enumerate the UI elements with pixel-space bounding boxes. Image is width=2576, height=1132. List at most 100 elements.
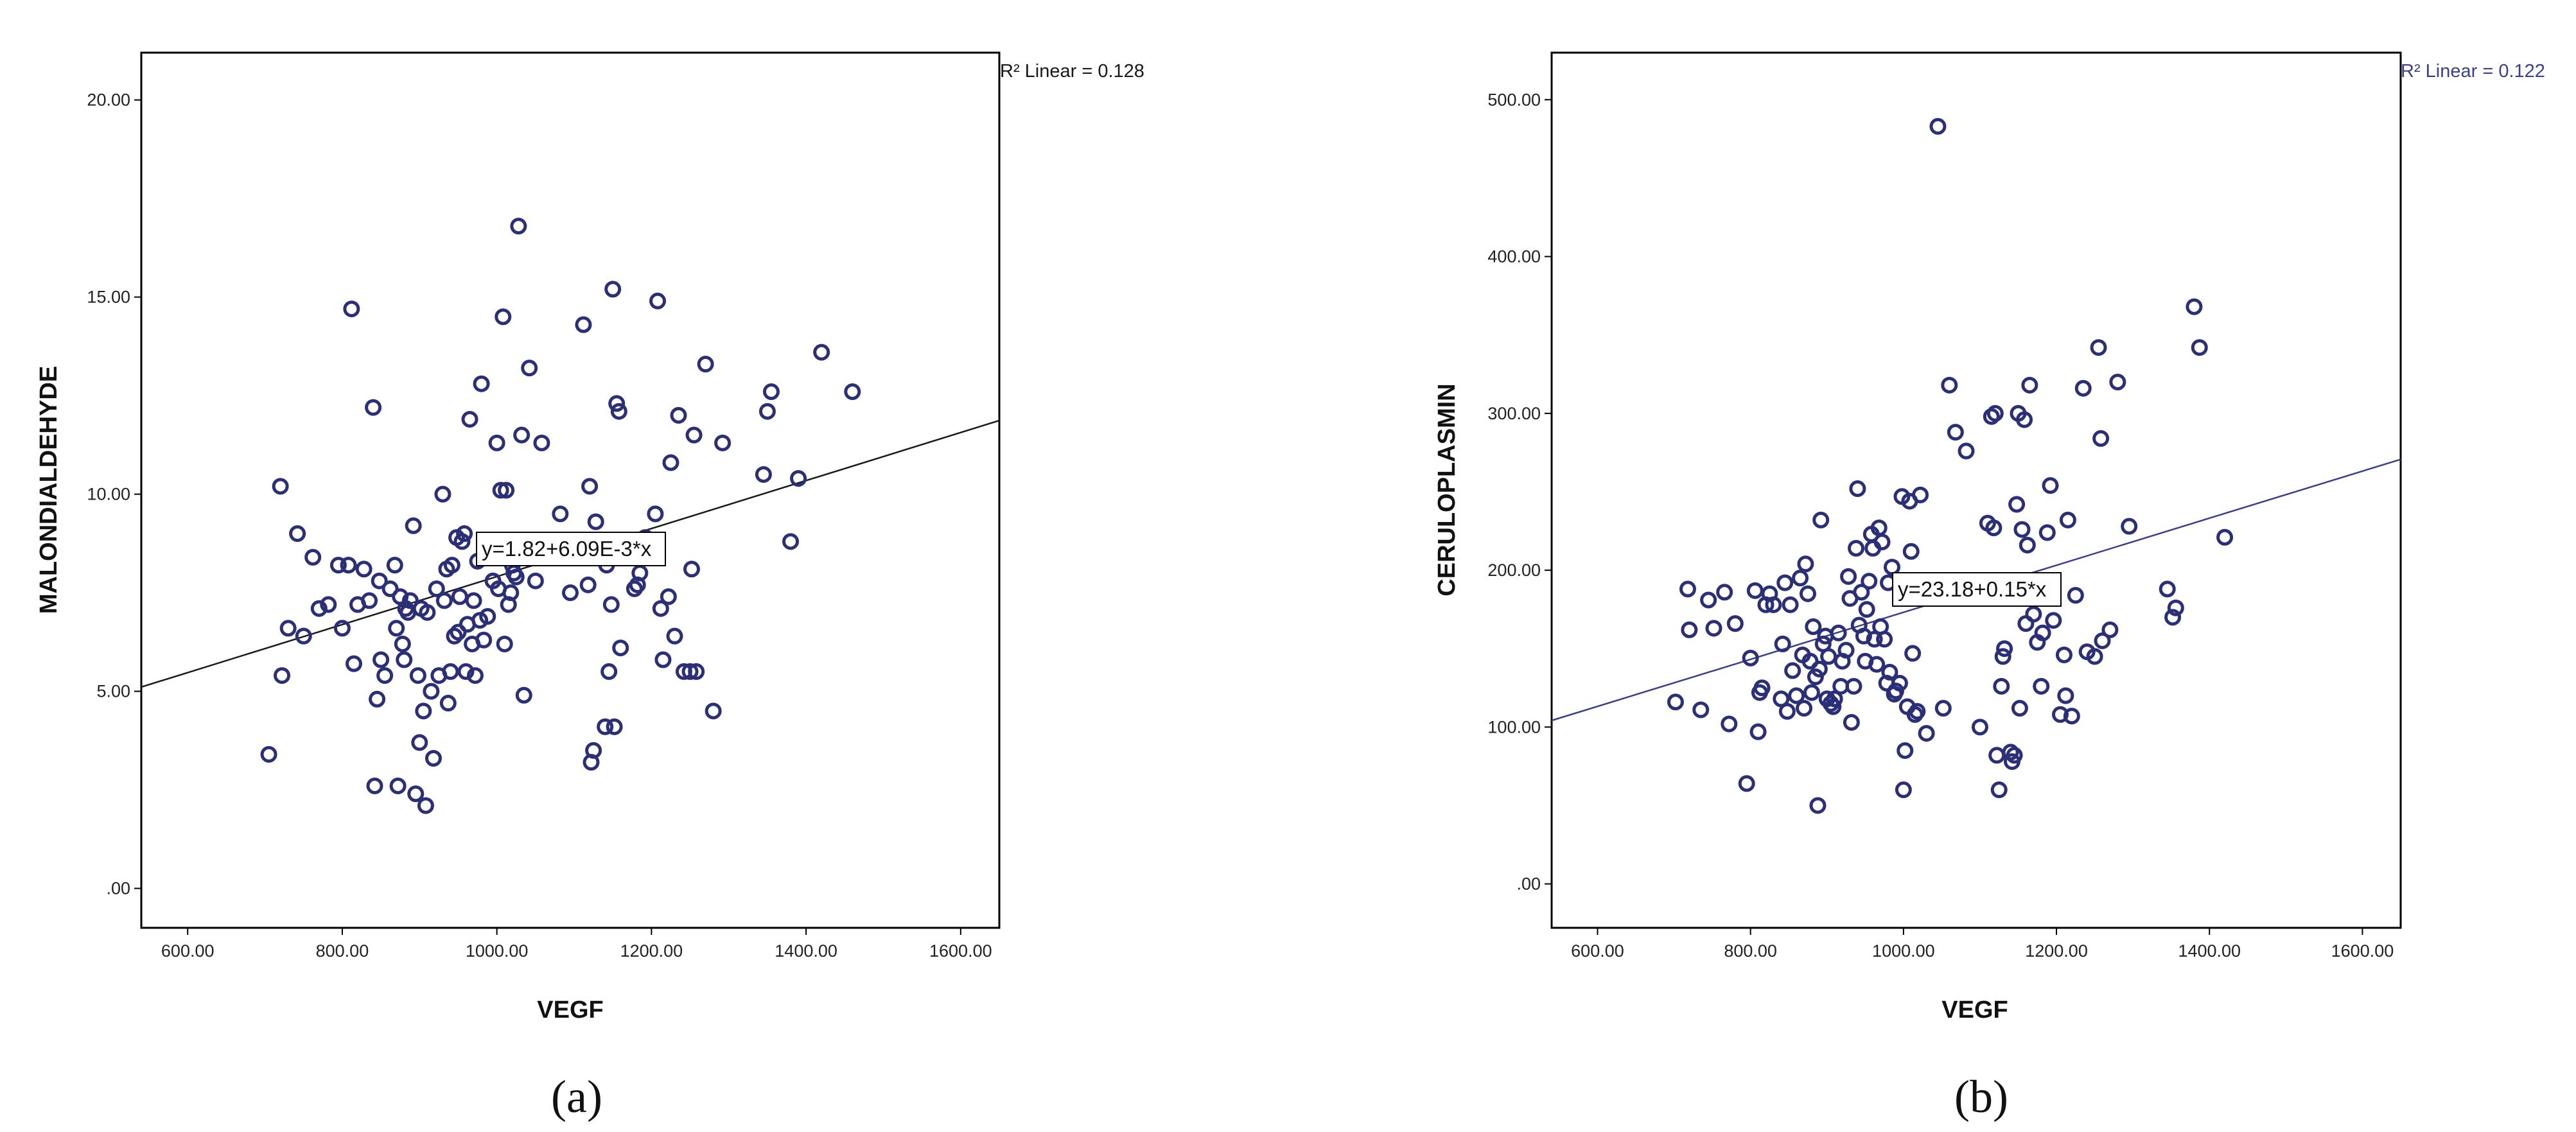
panel-b-r2-label: R² Linear = 0.122 — [2401, 61, 2545, 82]
panel-a-data-point — [401, 592, 419, 609]
panel-b-data-point — [2094, 632, 2111, 649]
panel-a-data-point — [513, 426, 530, 444]
panel-a-data-point — [610, 403, 627, 420]
panel-a-data-point — [428, 580, 445, 597]
panel-a-data-point — [425, 749, 442, 767]
panel-b-data-point — [2109, 373, 2126, 390]
panel-a-data-point — [585, 742, 602, 759]
panel-a-y-tick-label: 20.00 — [87, 91, 130, 110]
panel-a-data-point — [649, 292, 667, 309]
panel-a-data-point — [394, 635, 411, 652]
panel-b-data-point — [1681, 621, 1698, 638]
panel-b-data-point — [1861, 573, 1878, 590]
panel-a-data-point — [289, 525, 306, 543]
panel-b-data-point — [1784, 662, 1801, 679]
panel-b-data-point — [1934, 700, 1952, 717]
panel-a-data-point — [453, 533, 471, 550]
panel-a-plot-frame — [140, 51, 1001, 929]
panel-b-data-point — [1866, 631, 1883, 648]
panel-b-data-point — [1891, 674, 1908, 692]
panel-a-data-point — [366, 777, 383, 794]
panel-b-data-point — [2063, 708, 2080, 725]
panel-b-y-tick-label: 500.00 — [1487, 90, 1541, 109]
panel-b-y-tick-label: 200.00 — [1487, 561, 1541, 580]
panel-b-data-point — [2033, 677, 2050, 695]
panel-b-data-point — [2092, 430, 2110, 447]
panel-a-data-point — [320, 596, 337, 613]
panel-b-data-point — [1721, 715, 1738, 733]
panel-a-data-point — [755, 466, 772, 483]
panel-a-data-point — [417, 797, 434, 814]
panel-a-data-point — [386, 557, 403, 574]
panel-b-data-point — [1774, 635, 1791, 652]
panel-b-data-point — [1749, 723, 1767, 740]
panel-a-data-point — [714, 434, 732, 451]
panel-a-data-point — [435, 592, 453, 609]
panel-b-data-point — [1830, 624, 1847, 641]
panel-b-data-point — [1873, 534, 1891, 551]
panel-a-r2-label: R² Linear = 0.128 — [1000, 61, 1144, 82]
panel-b-data-point — [1805, 618, 1822, 636]
panel-b-data-point — [2038, 524, 2056, 541]
panel-a-data-point — [407, 785, 425, 803]
panel-b-data-point — [1765, 596, 1782, 613]
panel-b-x-axis-label: VEGF — [1941, 997, 2008, 1023]
panel-b-data-point — [1705, 620, 1722, 637]
panel-b-data-point — [2191, 339, 2208, 356]
panel-b-data-point — [1776, 574, 1794, 591]
panel-a-equation-box: y=1.82+6.09E-3*x — [476, 532, 666, 566]
panel-b-x-tick-label: 1200.00 — [2025, 941, 2088, 961]
panel-a-data-point — [604, 281, 622, 298]
panel-b-data-point — [2074, 379, 2092, 397]
panel-b-data-point — [2008, 496, 2026, 513]
panel-a-data-point — [581, 478, 599, 495]
panel-a-data-point — [381, 580, 399, 597]
panel-a-data-point — [683, 561, 700, 578]
panel-a-data-point — [562, 584, 579, 602]
panel-a-data-point — [790, 470, 807, 487]
panel-b-data-point — [1868, 656, 1886, 673]
panel-b-data-point — [1716, 584, 1733, 601]
panel-a-data-point — [515, 686, 532, 704]
panel-a-equation-label: y=1.82+6.09E-3*x — [482, 537, 652, 561]
panel-a-equation-frame — [476, 532, 666, 566]
panel-b-data-point — [2052, 706, 2069, 723]
panel-a-y-ticks: .00 5.00 10.00 15.00 20.00 — [87, 91, 141, 898]
panel-b-equation-frame — [1892, 572, 2062, 607]
panel-a-data-point — [575, 316, 592, 333]
panel-a-x-tick-label: 1200.00 — [620, 941, 683, 961]
panel-b-x-tick-label: 1400.00 — [2178, 941, 2241, 961]
panel-b-data-point — [2186, 298, 2203, 315]
panel-b-data-point — [2042, 477, 2059, 494]
panel-a-data-point — [443, 557, 460, 574]
panel-b-data-point — [2059, 511, 2076, 528]
panel-b-data-point — [2164, 609, 2182, 626]
panel-a-data-point — [442, 663, 459, 680]
panel-a-data-point — [372, 651, 390, 668]
panel-a-data-point — [612, 640, 629, 657]
panel-a-data-point — [533, 434, 550, 451]
panel-a-data-point — [419, 604, 436, 621]
panel-a-data-point — [260, 745, 277, 763]
panel-b-data-point — [1985, 519, 2002, 537]
panel-b-data-point — [1845, 677, 1862, 695]
panel-a-y-tick-label: 5.00 — [96, 682, 130, 701]
panel-b-data-point — [1996, 640, 2013, 657]
panel-b-data-point — [1809, 797, 1827, 814]
panel-a-data-point — [461, 410, 478, 428]
panel-a-data-point — [423, 683, 440, 700]
panel-b-data-point — [1994, 648, 2011, 665]
panel-a-x-axis-label: VEGF — [537, 997, 603, 1023]
panel-b-data-point — [1958, 442, 1975, 460]
panel-a-data-point — [340, 557, 357, 574]
panel-a-data-point — [488, 434, 505, 451]
panel-b-data-point — [1773, 690, 1790, 708]
panel-b-data-point — [2034, 624, 2051, 641]
panel-a-data-point — [654, 651, 672, 668]
panel-b-caption: (b) — [1954, 1071, 2008, 1122]
panel-b-data-point — [1929, 118, 1947, 135]
panel-a-data-point — [666, 627, 683, 645]
panel-b-data-point — [2057, 687, 2074, 704]
panel-a-x-ticks: 600.00 800.00 1000.00 1200.00 1400.00 1600.00 — [161, 928, 992, 961]
panel-b-data-point — [1746, 582, 1764, 599]
